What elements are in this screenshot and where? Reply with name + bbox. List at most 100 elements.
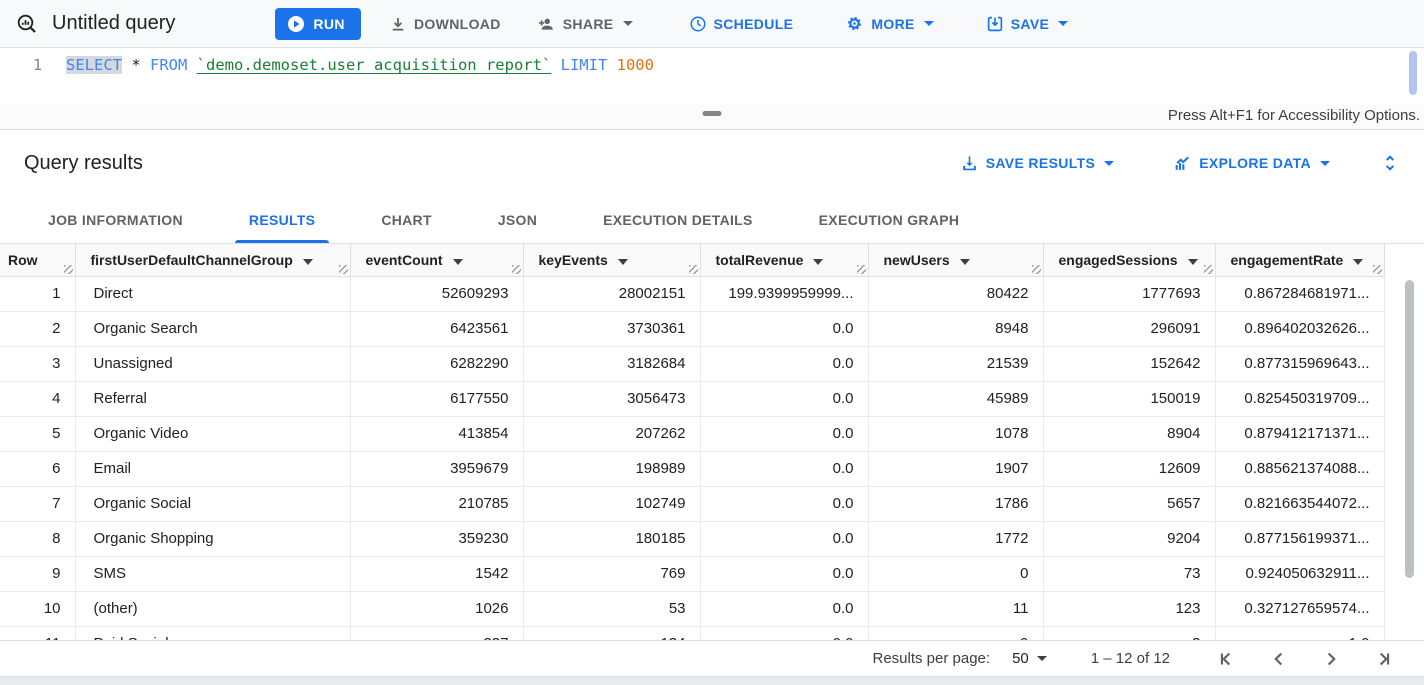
cell-newUsers: 1772 [868, 521, 1044, 557]
column-resize-grip[interactable] [856, 264, 866, 274]
first-page-icon [1216, 648, 1238, 670]
cell-engagementRate: 0.896402032626... [1215, 311, 1385, 347]
cell-engagementRate: 0.924050632911... [1215, 556, 1385, 592]
cell-channel: (other) [75, 591, 351, 627]
next-page-button[interactable] [1320, 648, 1342, 670]
cell-keyEvents: 180185 [523, 521, 701, 557]
share-button[interactable]: SHARE [529, 8, 641, 40]
column-menu-arrow-icon[interactable] [959, 258, 970, 265]
sql-keyword-from: FROM [150, 56, 197, 74]
cell-totalRevenue: 0.0 [700, 556, 869, 592]
table-row: 8 Organic Shopping 359230 180185 0.0 1772 9204… [0, 521, 1385, 557]
cell-channel: Organic Shopping [75, 521, 351, 557]
column-resize-grip[interactable] [511, 264, 521, 274]
chevron-down-icon [622, 21, 633, 26]
cell-eventCount: 210785 [350, 486, 524, 522]
cell-engagementRate: 0.879412171371... [1215, 416, 1385, 452]
clock-icon [689, 15, 707, 33]
table-row: 1 Direct 52609293 28002151 199.9399959999...… [0, 276, 1385, 312]
column-resize-grip[interactable] [1031, 264, 1041, 274]
cell-keyEvents: 28002151 [523, 276, 701, 312]
line-number: 1 [32, 56, 42, 74]
tab-execution-details[interactable]: EXECUTION DETAILS [579, 196, 777, 243]
cell-engagementRate: 0.825450319709... [1215, 381, 1385, 417]
cell-row: 5 [0, 416, 76, 452]
cell-totalRevenue: 0.0 [700, 416, 869, 452]
download-button[interactable]: DOWNLOAD [381, 8, 509, 40]
column-resize-grip[interactable] [688, 264, 698, 274]
save-results-button[interactable]: SAVE RESULTS [952, 147, 1122, 179]
schedule-button[interactable]: SCHEDULE [681, 8, 802, 40]
sql-table-reference[interactable]: `demo.demoset.user_acquisition_report` [196, 56, 552, 74]
column-header-engagementRate[interactable]: engagementRate [1215, 244, 1385, 277]
run-button[interactable]: RUN [275, 7, 361, 40]
chevron-right-icon [1320, 648, 1342, 670]
tab-chart[interactable]: CHART [357, 196, 456, 243]
cell-totalRevenue: 0.0 [700, 311, 869, 347]
page-size-select[interactable]: 50 [1012, 650, 1047, 667]
cell-channel: Unassigned [75, 346, 351, 382]
cell-row: 10 [0, 591, 76, 627]
cell-newUsers: 21539 [868, 346, 1044, 382]
cell-keyEvents: 3056473 [523, 381, 701, 417]
column-resize-grip[interactable] [1203, 264, 1213, 274]
save-button[interactable]: SAVE [978, 8, 1077, 40]
cell-newUsers: 11 [868, 591, 1044, 627]
cell-eventCount: 6423561 [350, 311, 524, 347]
last-page-button[interactable] [1372, 648, 1394, 670]
table-row: 5 Organic Video 413854 207262 0.0 1078 8904 0.8… [0, 416, 1385, 452]
tab-results[interactable]: RESULTS [225, 196, 339, 243]
cell-channel: Organic Video [75, 416, 351, 452]
column-menu-arrow-icon[interactable] [813, 258, 824, 265]
cell-keyEvents: 3730361 [523, 311, 701, 347]
column-menu-arrow-icon[interactable] [617, 258, 628, 265]
cell-keyEvents: 769 [523, 556, 701, 592]
tab-execution-graph[interactable]: EXECUTION GRAPH [795, 196, 984, 243]
cell-engagedSessions: 5657 [1043, 486, 1216, 522]
column-header-Row[interactable]: Row [0, 244, 76, 277]
editor-toolbar: Untitled query RUN DOWNLOAD [0, 0, 1424, 48]
column-menu-arrow-icon[interactable] [1187, 258, 1198, 265]
panel-resize-handle[interactable] [702, 111, 722, 116]
expand-collapse-panel-button[interactable] [1380, 152, 1400, 174]
cell-engagedSessions: 12609 [1043, 451, 1216, 487]
cell-row: 1 [0, 276, 76, 312]
first-page-button[interactable] [1216, 648, 1238, 670]
editor-footer-strip: Press Alt+F1 for Accessibility Options. [0, 105, 1424, 130]
explore-data-button[interactable]: EXPLORE DATA [1164, 147, 1338, 179]
column-menu-arrow-icon[interactable] [452, 258, 463, 265]
cell-row: 4 [0, 381, 76, 417]
previous-page-button[interactable] [1268, 648, 1290, 670]
tab-json[interactable]: JSON [474, 196, 561, 243]
column-header-firstUserDefaultChannelGroup[interactable]: firstUserDefaultChannelGroup [75, 244, 351, 277]
cell-newUsers: 1907 [868, 451, 1044, 487]
editor-scrollbar-thumb[interactable] [1409, 51, 1417, 95]
column-resize-grip[interactable] [338, 264, 348, 274]
more-button[interactable]: MORE [837, 8, 941, 40]
column-header-keyEvents[interactable]: keyEvents [523, 244, 701, 277]
cell-engagementRate: 0.327127659574... [1215, 591, 1385, 627]
column-header-newUsers[interactable]: newUsers [868, 244, 1044, 277]
column-header-engagedSessions[interactable]: engagedSessions [1043, 244, 1216, 277]
cell-totalRevenue: 0.0 [700, 591, 869, 627]
column-header-label: totalRevenue [715, 251, 804, 268]
column-header-totalRevenue[interactable]: totalRevenue [700, 244, 869, 277]
column-header-eventCount[interactable]: eventCount [350, 244, 524, 277]
sql-code-line[interactable]: SELECT * FROM `demo.demoset.user_acquisi… [56, 48, 654, 105]
cell-engagementRate: 0.821663544072... [1215, 486, 1385, 522]
table-row: 2 Organic Search 6423561 3730361 0.0 8948 2960… [0, 311, 1385, 347]
table-header-row: Row firstUserDefaultChannelGroup eventCoun… [0, 244, 1385, 277]
column-menu-arrow-icon[interactable] [1353, 258, 1364, 265]
cell-engagedSessions: 150019 [1043, 381, 1216, 417]
column-resize-grip[interactable] [1372, 264, 1382, 274]
accessibility-hint: Press Alt+F1 for Accessibility Options. [1167, 107, 1420, 124]
sql-editor[interactable]: 1 SELECT * FROM `demo.demoset.user_acqui… [0, 48, 1424, 105]
cell-keyEvents: 198989 [523, 451, 701, 487]
table-row: 3 Unassigned 6282290 3182684 0.0 21539 152642 0… [0, 346, 1385, 382]
tab-job-information[interactable]: JOB INFORMATION [24, 196, 207, 243]
table-scrollbar-thumb[interactable] [1405, 280, 1414, 578]
chevron-down-icon [1058, 21, 1069, 26]
column-menu-arrow-icon[interactable] [302, 258, 313, 265]
column-resize-grip[interactable] [63, 264, 73, 274]
cell-eventCount: 6177550 [350, 381, 524, 417]
